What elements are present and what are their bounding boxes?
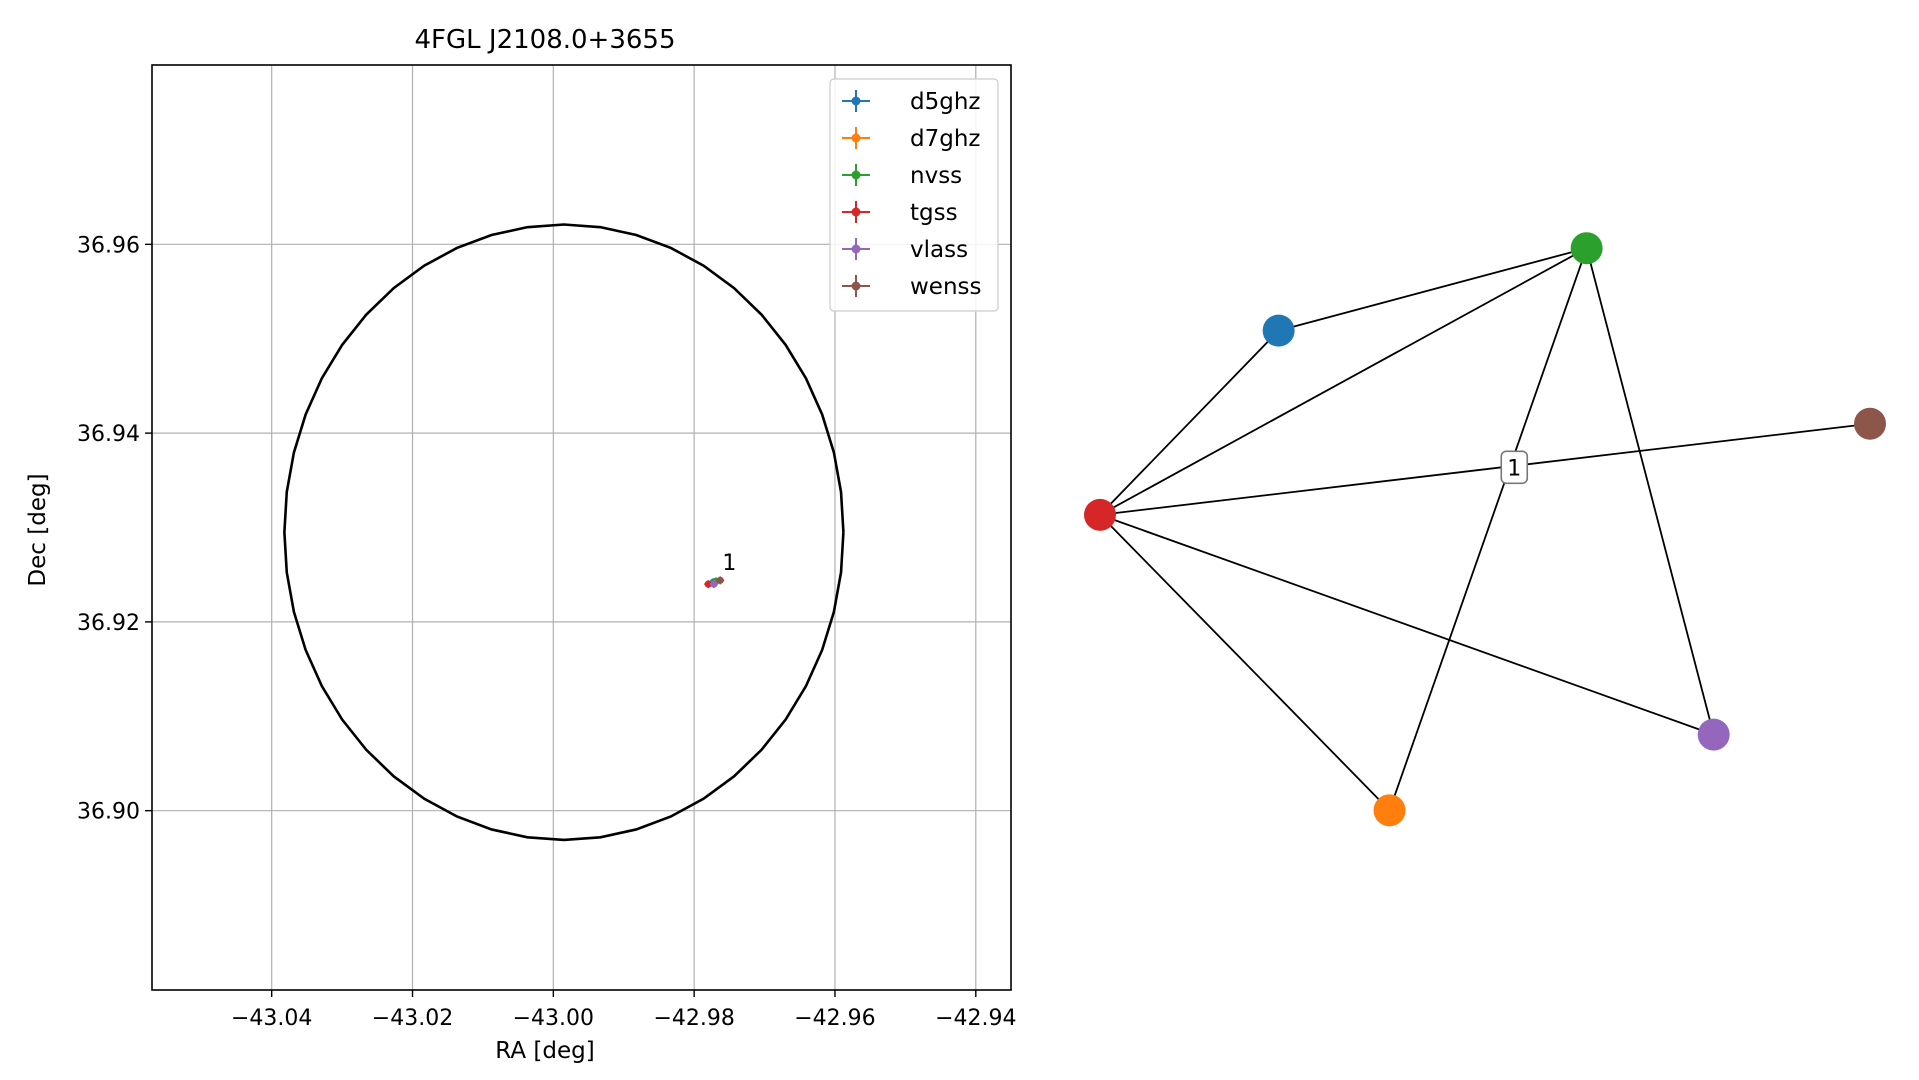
legend-label: wenss: [910, 274, 982, 300]
edge-nvss-d7ghz: [1388, 247, 1588, 811]
axes-frame: [151, 64, 1012, 991]
plot-title: 4FGL J2108.0+3655: [415, 25, 676, 55]
node-nvss: [1570, 232, 1603, 265]
point-vlass: [709, 580, 718, 589]
legend-entry-nvss: nvss: [842, 163, 962, 189]
point-annotation: 1: [722, 551, 736, 576]
x-tick-label: −42.98: [653, 1006, 734, 1031]
y-tick-label: 36.92: [77, 611, 140, 636]
legend-box: [829, 78, 999, 312]
legend: d5ghz d7ghz nvss tgss vlass wenss: [829, 78, 999, 312]
position-plot: 4FGL J2108.0+3655 1 −43.04 −43.02 −43.00 −4…: [25, 25, 1017, 1064]
node-tgss: [1084, 498, 1116, 531]
source-points: 1: [704, 551, 736, 589]
legend-label: nvss: [910, 163, 962, 189]
edge-d5ghz-nvss: [1278, 247, 1587, 332]
localization-ellipse-path: [283, 223, 845, 842]
y-tick-label: 36.94: [77, 422, 140, 447]
x-tick-label: −43.00: [513, 1006, 594, 1031]
point-wenss: [716, 576, 725, 585]
legend-label: d5ghz: [910, 89, 980, 115]
x-tick-label: −42.94: [935, 1006, 1016, 1031]
legend-entry-d5ghz: d5ghz: [842, 89, 980, 115]
localization-ellipse: [283, 223, 845, 842]
x-tick-label: −42.96: [794, 1006, 875, 1031]
x-tick-label: −43.04: [231, 1006, 312, 1031]
edge-label: 1: [1507, 456, 1521, 481]
node-vlass: [1697, 718, 1730, 751]
edge-nvss-vlass: [1585, 247, 1715, 735]
edge-tgss-d7ghz: [1099, 514, 1391, 811]
edge-label-box: [1500, 450, 1529, 485]
association-graph: 1: [1084, 232, 1886, 827]
node-d5ghz: [1262, 314, 1295, 347]
legend-label: tgss: [910, 200, 958, 226]
legend-entry-vlass: vlass: [842, 237, 968, 263]
node-wenss: [1854, 407, 1886, 440]
legend-entry-d7ghz: d7ghz: [842, 126, 980, 152]
legend-label: d7ghz: [910, 126, 980, 152]
legend-entry-tgss: tgss: [842, 200, 958, 226]
legend-label: vlass: [910, 237, 968, 263]
edge-tgss-vlass: [1099, 514, 1714, 736]
axes: −43.04 −43.02 −43.00 −42.98 −42.96 −42.94 36.9…: [77, 64, 1017, 1031]
y-tick-label: 36.90: [77, 800, 140, 825]
edge-tgss-nvss: [1099, 247, 1588, 516]
edge-tgss-d5ghz: [1099, 329, 1280, 516]
x-axis-label: RA [deg]: [495, 1038, 594, 1064]
node-d7ghz: [1373, 794, 1406, 827]
legend-entry-wenss: wenss: [842, 274, 982, 300]
y-axis-label: Dec [deg]: [25, 473, 51, 586]
x-tick-label: −43.02: [372, 1006, 453, 1031]
edge-tgss-wenss: [1099, 422, 1871, 516]
y-tick-label: 36.96: [77, 233, 140, 258]
